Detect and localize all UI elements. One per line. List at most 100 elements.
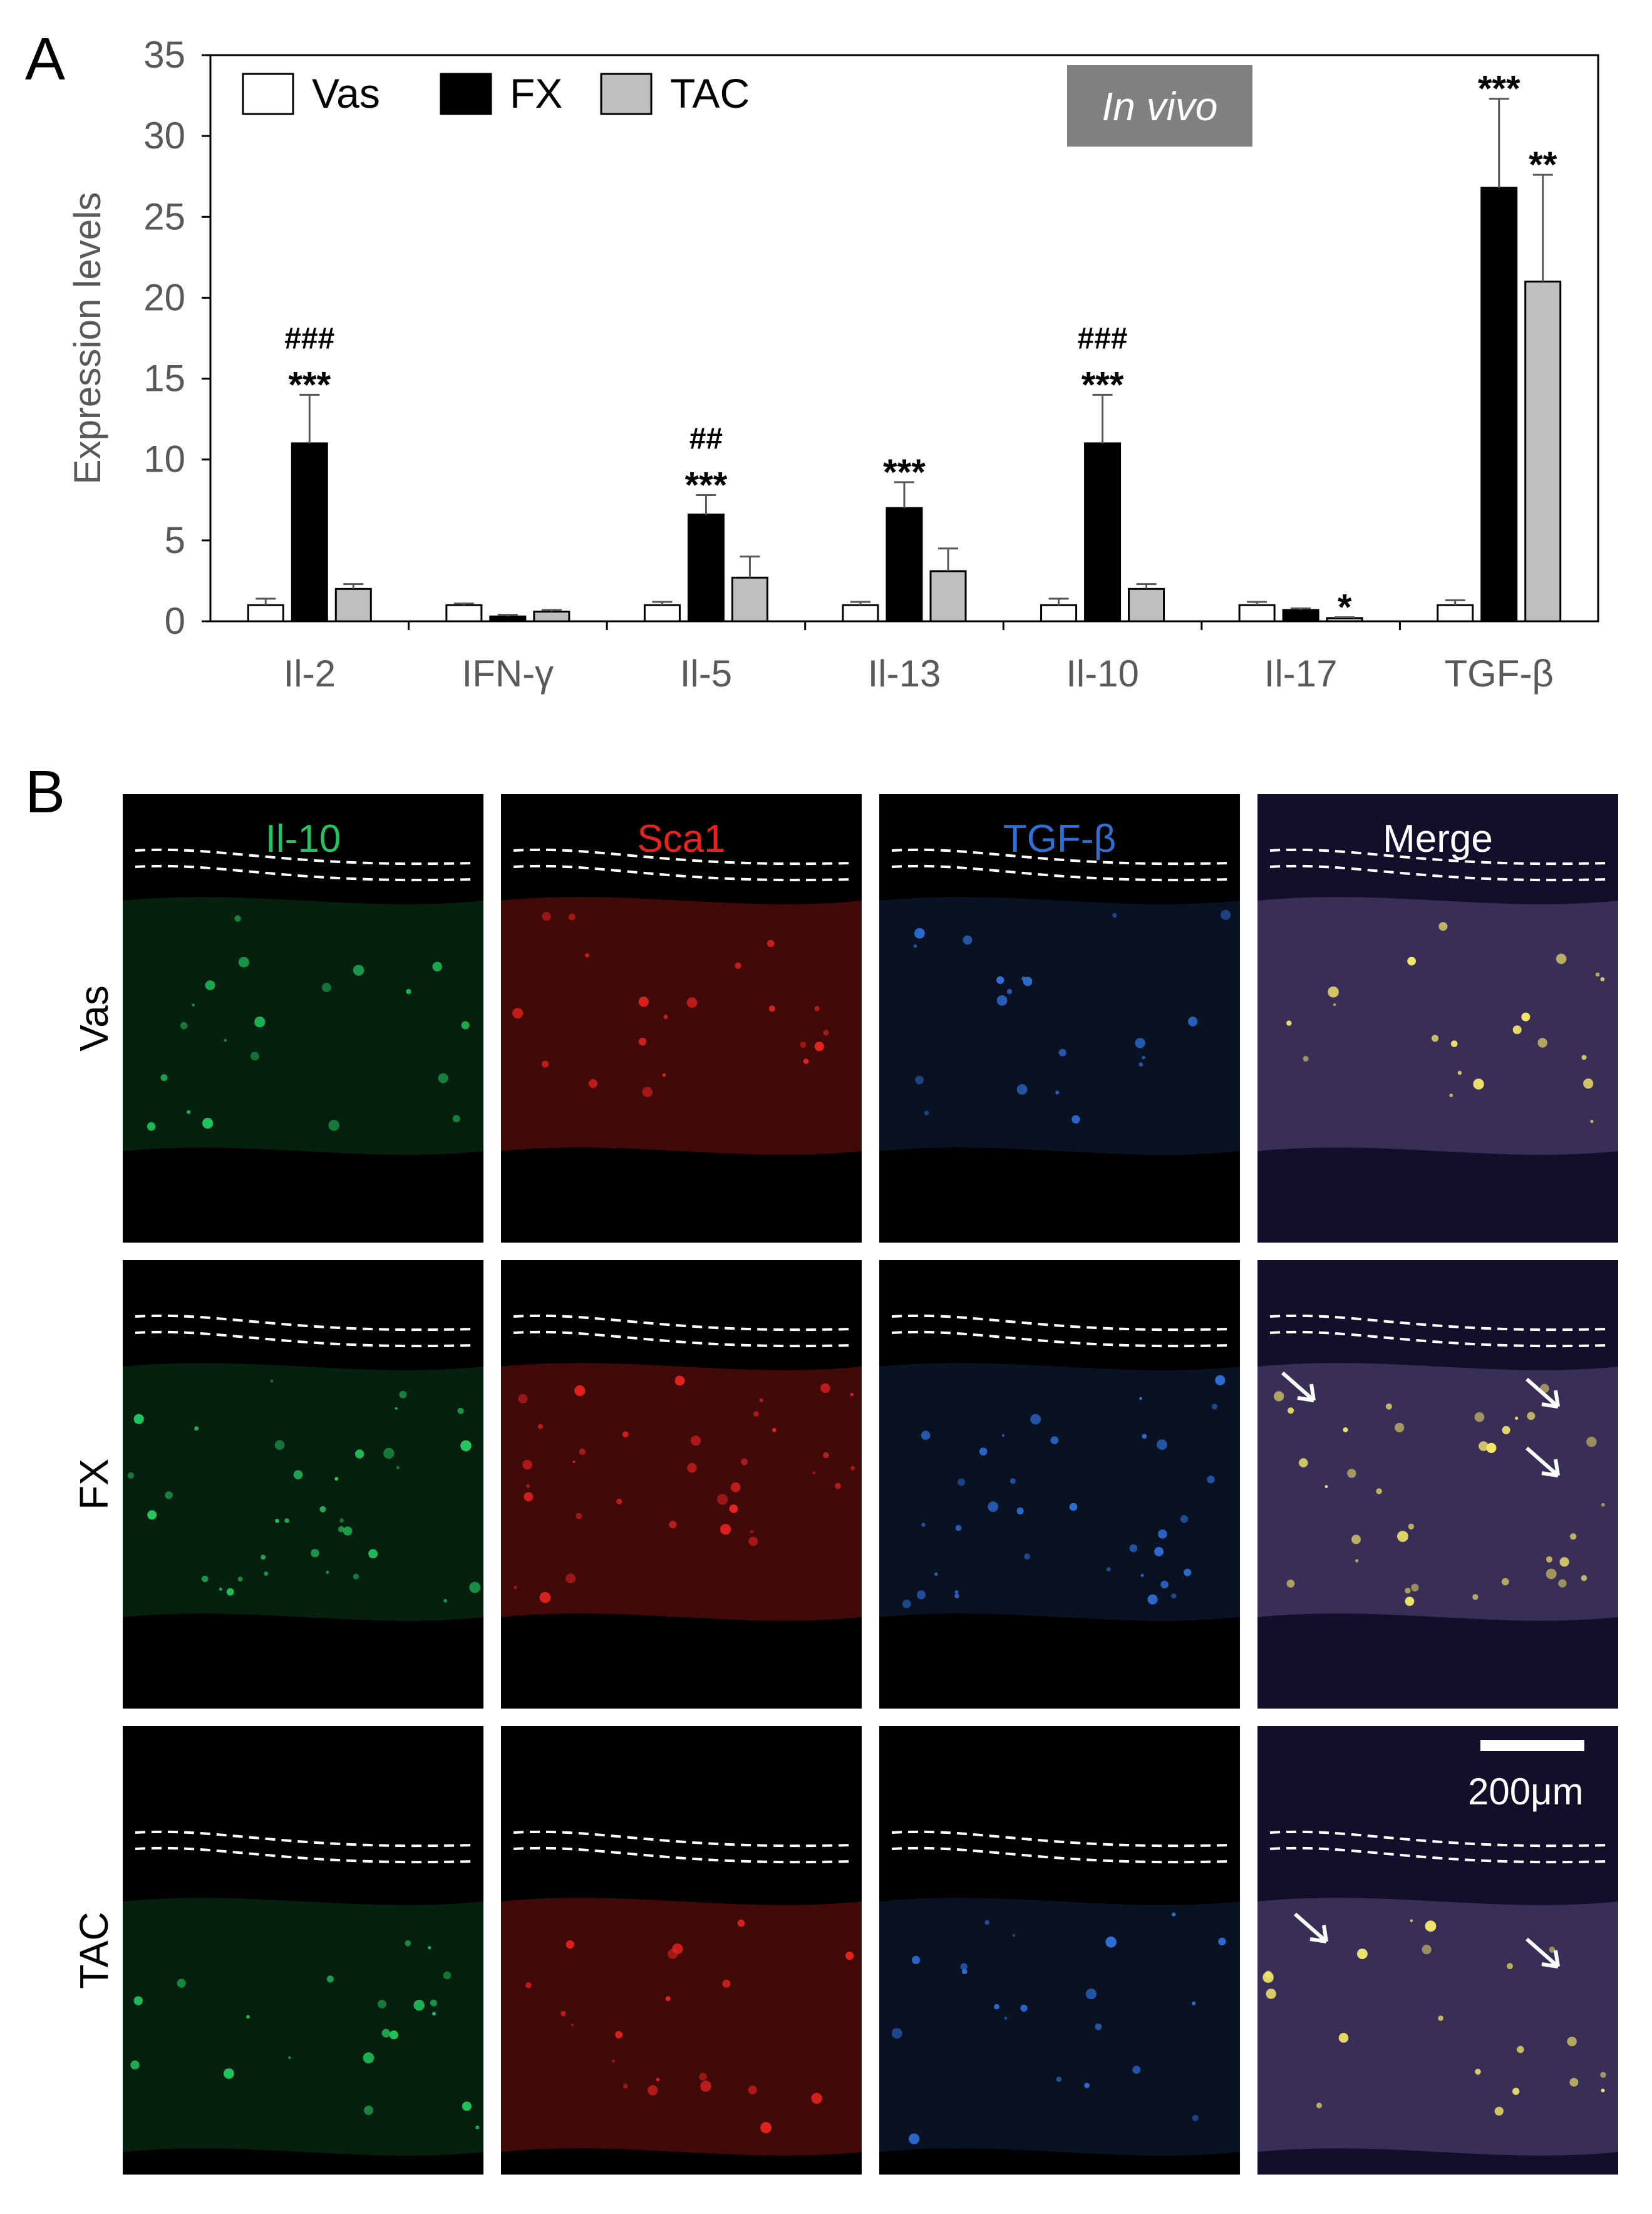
boundary-dashed-line (1269, 1846, 1609, 1864)
significance-mark: * (1338, 587, 1352, 628)
x-tick-label: Il-17 (1264, 653, 1338, 695)
bar-tac (533, 611, 570, 623)
tissue-image (123, 1314, 483, 1621)
x-tick-label: Il-2 (284, 653, 336, 695)
x-tick-label: TGF-β (1444, 653, 1553, 695)
tissue-image (879, 1830, 1240, 2156)
bar-vas (1437, 604, 1474, 623)
bar-vas (1238, 604, 1276, 623)
scale-bar (1480, 1740, 1584, 1751)
y-tick-label: 20 (143, 276, 185, 318)
bar-tac (334, 587, 372, 623)
channel-label-merge: Merge (1383, 817, 1493, 861)
row-label-vas: Vas (71, 985, 116, 1052)
tissue-image (501, 1314, 862, 1621)
tissue-image (501, 1830, 862, 2156)
arrow-icon (1526, 1937, 1560, 1968)
boundary-dashed-line (135, 1830, 474, 1848)
bar-chart: 0 5 10 15 20 25 30 35 Expression levels Il-2 IFN-γ… (66, 34, 1599, 695)
channel-label-sca1: Sca1 (637, 817, 726, 861)
legend-label: TAC (670, 70, 750, 116)
arrow-icon (1281, 1371, 1316, 1402)
y-axis-label: Expression levels (66, 192, 108, 485)
boundary-dashed-line (891, 1314, 1231, 1332)
boundary-dashed-line (891, 864, 1231, 882)
boundary-dashed-line (513, 848, 852, 866)
tissue-image (1257, 848, 1618, 1155)
y-tick-label: 0 (165, 600, 185, 642)
bar-vas (445, 604, 483, 623)
boundary-dashed-line (1269, 1330, 1609, 1348)
bar-vas (247, 604, 284, 623)
legend-swatch-vas (242, 73, 294, 115)
significance-mark: *** (1082, 365, 1124, 405)
tissue-image (123, 848, 483, 1155)
boundary-dashed-line (135, 1330, 474, 1348)
boundary-dashed-line (1269, 864, 1609, 882)
bar-tac (1524, 281, 1562, 623)
bar-fx (885, 507, 923, 623)
micrograph-tac-il10 (123, 1726, 483, 2175)
y-tick-label: 15 (143, 358, 185, 400)
bar-fx (1480, 187, 1518, 623)
y-tick-label: 10 (143, 438, 185, 480)
significance-mark: ## (689, 423, 723, 456)
legend-swatch-fx (440, 73, 492, 115)
significance-mark: ### (284, 322, 334, 355)
row-label-fx: FX (71, 1459, 116, 1510)
micrograph-tac-sca1 (501, 1726, 862, 2175)
boundary-dashed-line (513, 1314, 852, 1332)
boundary-dashed-line (135, 1846, 474, 1864)
boundary-dashed-line (1269, 848, 1609, 866)
boundary-dashed-line (891, 1846, 1231, 1864)
significance-mark: *** (685, 465, 728, 506)
panel-b-letter: B (25, 758, 66, 825)
significance-mark: *** (1478, 69, 1520, 110)
boundary-dashed-line (513, 1330, 852, 1348)
tissue-image (123, 1830, 483, 2156)
bar-tac (1128, 587, 1165, 623)
y-tick-label: 30 (143, 115, 185, 157)
bar-fx (291, 442, 328, 623)
bar-fx (687, 514, 725, 623)
legend-swatch-tac (600, 73, 653, 115)
annotation-text: In vivo (1102, 84, 1218, 129)
boundary-dashed-line (135, 848, 474, 866)
legend-label: Vas (312, 70, 380, 116)
boundary-dashed-line (1269, 1314, 1609, 1332)
significance-mark: *** (288, 365, 331, 405)
boundary-dashed-line (1269, 1830, 1609, 1848)
y-tick-label: 25 (143, 195, 185, 237)
micrograph-vas-il10: Il-10 (123, 794, 483, 1243)
bar-vas (842, 604, 879, 623)
boundary-dashed-line (135, 864, 474, 882)
micrograph-tac-merge: 200μm (1257, 1726, 1618, 2175)
bar-fx (1282, 609, 1319, 623)
micrograph-fx-sca1 (501, 1260, 862, 1709)
boundary-dashed-line (513, 1830, 852, 1848)
y-tick-label: 5 (165, 519, 185, 561)
bar-vas (643, 604, 681, 623)
bar-fx (1084, 442, 1122, 623)
x-tick-label: Il-10 (1066, 653, 1139, 695)
micrograph-tac-tgf (879, 1726, 1240, 2175)
micrograph-vas-merge: Merge (1257, 794, 1618, 1243)
significance-mark: *** (883, 452, 926, 493)
boundary-dashed-line (513, 1846, 852, 1864)
boundary-dashed-line (891, 1830, 1231, 1848)
tissue-image (879, 1314, 1240, 1621)
micrograph-fx-tgf (879, 1260, 1240, 1709)
bar-fx (489, 615, 527, 623)
x-tick-label: Il-13 (868, 653, 941, 695)
scale-bar-label: 200μm (1468, 1771, 1584, 1813)
bar-tac (929, 570, 967, 623)
tissue-image (1257, 1830, 1618, 2156)
significance-mark: ### (1078, 322, 1128, 355)
micrograph-vas-sca1: Sca1 (501, 794, 862, 1243)
boundary-dashed-line (891, 848, 1231, 866)
annotation-box (1067, 65, 1252, 147)
tissue-image (501, 848, 862, 1155)
bar-vas (1040, 604, 1078, 623)
x-tick-label: Il-5 (680, 653, 732, 695)
channel-label-tgf: TGF-β (1003, 817, 1117, 861)
